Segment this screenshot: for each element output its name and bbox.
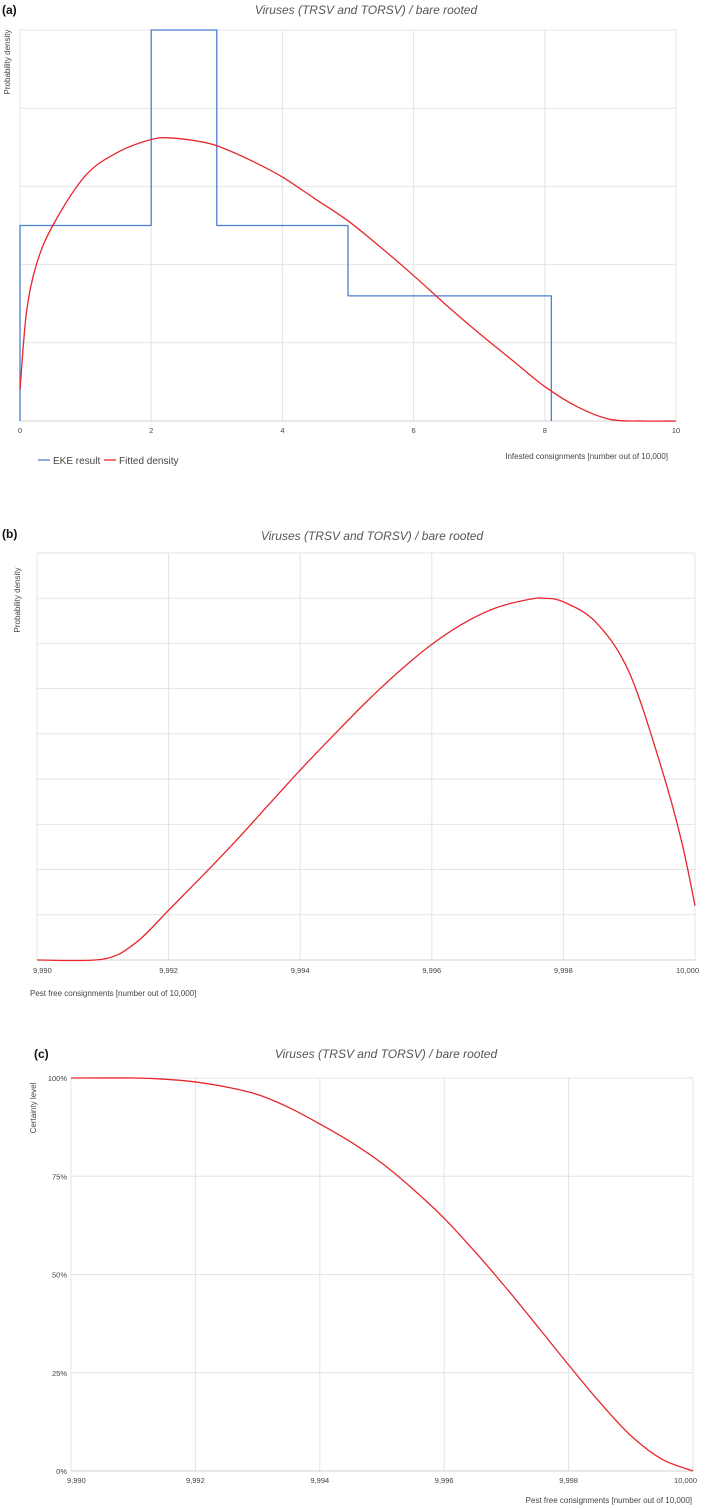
chart-c-svg: (c) Viruses (TRSV and TORSV) / bare root… xyxy=(29,1047,697,1505)
x-tick-label-c: 10,000 xyxy=(674,1476,697,1485)
chart-panel-c: (c) Viruses (TRSV and TORSV) / bare root… xyxy=(0,1040,709,1509)
series-line-eke-result-a xyxy=(19,29,553,421)
y-axis-label-a: Probability density xyxy=(3,30,12,95)
x-tick-label-c: 9,994 xyxy=(310,1476,329,1485)
series-line-curve-b xyxy=(36,597,696,962)
x-tick-label-c: 9,996 xyxy=(435,1476,454,1485)
panel-letter-c: (c) xyxy=(34,1047,49,1061)
x-tick-label-a: 2 xyxy=(149,426,153,435)
panel-letter-b: (b) xyxy=(2,527,17,541)
y-tick-label-c: 50% xyxy=(52,1271,67,1280)
x-tick-label-b: 9,990 xyxy=(33,966,52,975)
chart-b-svg: (b) Viruses (TRSV and TORSV) / bare root… xyxy=(2,527,699,998)
y-tick-label-c: 25% xyxy=(52,1369,67,1378)
x-tick-label-a: 0 xyxy=(18,426,22,435)
x-tick-label-a: 4 xyxy=(280,426,284,435)
x-tick-label-a: 10 xyxy=(672,426,680,435)
x-tick-label-c: 9,998 xyxy=(559,1476,578,1485)
x-tick-label-b: 9,998 xyxy=(554,966,573,975)
x-tick-label-b: 9,994 xyxy=(291,966,310,975)
plot-area-c: 9,990 9,992 9,994 9,996 9,998 10,000 0% 25% 50% 7… xyxy=(48,1074,697,1485)
x-tick-label-b: 9,996 xyxy=(422,966,441,975)
chart-panel-b: (b) Viruses (TRSV and TORSV) / bare root… xyxy=(0,520,709,1010)
x-tick-label-b: 9,992 xyxy=(159,966,178,975)
x-axis-label-c: Pest free consignments [number out of 10… xyxy=(526,1496,692,1505)
x-tick-label-a: 6 xyxy=(412,426,416,435)
chart-title-b: Viruses (TRSV and TORSV) / bare rooted xyxy=(261,529,484,543)
legend-a: EKE result Fitted density xyxy=(38,456,178,467)
chart-a-svg: (a) Viruses (TRSV and TORSV) / bare root… xyxy=(2,3,680,467)
x-tick-label-a: 8 xyxy=(543,426,547,435)
chart-title-c: Viruses (TRSV and TORSV) / bare rooted xyxy=(275,1047,498,1061)
plot-area-a: 0 2 4 6 8 10 xyxy=(18,29,680,435)
y-tick-label-c: 0% xyxy=(56,1467,67,1476)
y-tick-label-c: 75% xyxy=(52,1172,67,1181)
y-tick-label-c: 100% xyxy=(48,1074,68,1083)
series-line-curve-c xyxy=(70,1077,694,1472)
legend-label-fitted: Fitted density xyxy=(119,456,178,467)
x-tick-label-b: 10,000 xyxy=(676,966,699,975)
y-axis-label-b: Probability density xyxy=(13,568,22,633)
panel-letter-a: (a) xyxy=(2,3,17,17)
series-line-fitted-density-a xyxy=(19,137,677,422)
chart-title-a: Viruses (TRSV and TORSV) / bare rooted xyxy=(255,3,478,17)
y-axis-label-c: Certainty level xyxy=(29,1082,38,1133)
x-tick-label-c: 9,990 xyxy=(67,1476,86,1485)
chart-panel-a: (a) Viruses (TRSV and TORSV) / bare root… xyxy=(0,0,709,480)
x-axis-label-b: Pest free consignments [number out of 10… xyxy=(30,989,196,998)
legend-label-eke: EKE result xyxy=(53,456,100,467)
plot-area-b: 9,990 9,992 9,994 9,996 9,998 10,000 xyxy=(33,552,699,975)
x-tick-label-c: 9,992 xyxy=(186,1476,205,1485)
x-axis-label-a: Infested consignments [number out of 10,… xyxy=(505,452,668,461)
